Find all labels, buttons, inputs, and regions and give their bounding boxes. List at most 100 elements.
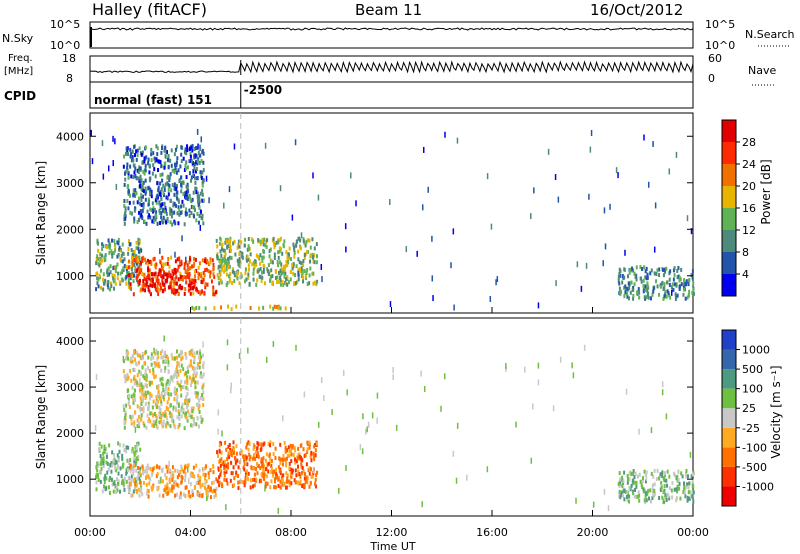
range-cell — [443, 373, 446, 380]
range-cell — [303, 269, 306, 274]
range-cell — [651, 487, 654, 494]
range-cell — [199, 481, 202, 486]
range-cell — [173, 479, 176, 484]
range-cell — [108, 478, 111, 483]
range-cell — [243, 243, 246, 248]
range-cell — [213, 274, 216, 279]
range-cell — [632, 471, 635, 476]
range-cell — [263, 264, 266, 269]
range-cell — [283, 239, 286, 244]
range-cell — [130, 415, 133, 420]
range-cell — [282, 282, 285, 287]
range-cell — [105, 452, 108, 457]
range-cell — [302, 447, 305, 452]
range-cell — [178, 361, 180, 368]
range-cell — [228, 450, 231, 455]
range-cell — [136, 404, 139, 409]
range-cell — [130, 174, 133, 179]
range-cell — [150, 194, 153, 199]
range-cell — [281, 478, 284, 483]
range-cell — [192, 377, 195, 382]
range-cell — [199, 374, 202, 379]
range-cell — [136, 353, 139, 358]
range-cell — [647, 488, 650, 493]
range-cell — [182, 410, 185, 415]
range-cell — [618, 484, 621, 489]
colorbar-tick-label: 12 — [742, 224, 756, 237]
range-cell — [129, 414, 132, 419]
range-cell — [132, 464, 135, 469]
range-cell — [131, 359, 134, 364]
range-cell — [180, 180, 183, 185]
range-cell — [134, 378, 137, 383]
range-cell — [687, 490, 690, 495]
range-cell — [167, 153, 170, 158]
range-cell — [117, 464, 120, 469]
range-cell — [150, 472, 153, 477]
range-cell — [261, 462, 264, 467]
range-cell — [186, 144, 189, 149]
range-cell — [284, 271, 287, 276]
range-cell — [642, 284, 645, 289]
range-cell — [178, 495, 181, 500]
range-cell — [602, 260, 604, 267]
cpid-strip: CPID normal (fast) 151 -2500 — [4, 81, 694, 109]
range-cell — [168, 178, 171, 183]
range-cell — [136, 423, 139, 428]
range-cell — [308, 484, 311, 489]
range-cell — [179, 276, 182, 281]
range-cell — [272, 451, 275, 456]
colorbar-tick-label: 1000 — [742, 344, 770, 357]
range-cell — [111, 450, 114, 455]
range-cell — [624, 286, 627, 291]
range-cell — [225, 469, 228, 474]
range-cell — [302, 270, 305, 275]
range-cell — [122, 266, 125, 271]
range-cell — [690, 494, 693, 499]
range-cell — [247, 347, 249, 354]
range-cell — [184, 287, 187, 292]
range-cell — [219, 468, 222, 473]
range-cell — [141, 351, 144, 356]
range-cell — [134, 268, 137, 273]
range-cell — [155, 210, 158, 215]
range-cell — [646, 272, 649, 277]
range-cell — [259, 253, 262, 258]
range-cell — [284, 457, 287, 462]
range-cell — [143, 156, 146, 161]
colorbar-segment — [722, 142, 736, 164]
range-cell — [123, 487, 126, 492]
range-cell — [266, 269, 269, 274]
nsearch-tick-high: 10^5 — [705, 18, 735, 31]
range-cell — [453, 304, 455, 311]
range-cell — [158, 412, 161, 417]
range-cell — [691, 472, 694, 477]
range-cell — [295, 473, 298, 478]
range-cell — [136, 168, 139, 173]
range-cell — [631, 478, 634, 483]
range-cell — [670, 488, 673, 493]
range-cell — [619, 292, 622, 297]
range-cell — [245, 445, 248, 450]
range-cell — [692, 287, 695, 292]
range-cell — [220, 243, 223, 248]
range-cell — [642, 487, 645, 492]
range-cell — [126, 269, 129, 274]
range-cell — [102, 461, 105, 466]
range-cell — [98, 273, 101, 278]
range-cell — [138, 369, 141, 374]
range-cell — [133, 374, 136, 379]
range-cell — [135, 448, 138, 453]
range-cell — [255, 253, 258, 258]
range-cell — [236, 258, 239, 263]
range-cell — [293, 245, 296, 250]
range-cell — [107, 272, 110, 277]
range-cell — [125, 479, 128, 484]
range-cell — [643, 295, 646, 300]
range-cell — [173, 192, 176, 197]
range-cell — [197, 143, 199, 150]
range-cell — [195, 154, 198, 159]
range-cell — [254, 259, 257, 264]
range-cell — [126, 377, 129, 382]
range-cell — [181, 475, 184, 480]
